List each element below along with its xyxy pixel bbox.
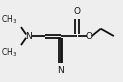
Text: O: O — [73, 7, 80, 16]
Text: CH$_3$: CH$_3$ — [1, 46, 18, 59]
Text: N: N — [26, 32, 32, 41]
Text: N: N — [57, 66, 64, 75]
Text: O: O — [86, 32, 93, 41]
Text: CH$_3$: CH$_3$ — [1, 13, 18, 26]
